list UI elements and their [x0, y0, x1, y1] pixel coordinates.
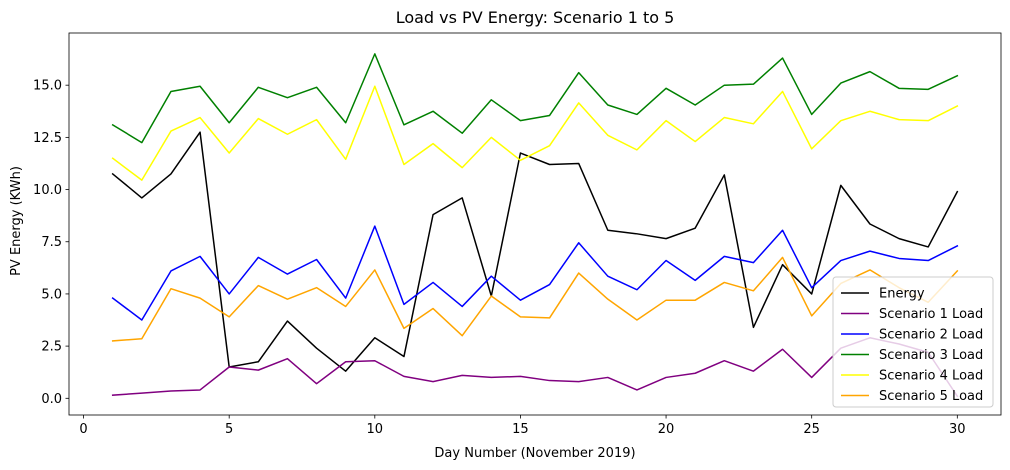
- axes: 0 5 10 15 20 25 30 0.0 2.5 5.0 7.5 10.0 12.5 15.0: [33, 32, 1002, 437]
- legend-label-2: Scenario 1 Load: [879, 307, 983, 322]
- plot-lines: [111, 53, 959, 398]
- y-tick-label: 5.0: [41, 287, 62, 302]
- series-line-5: [111, 85, 959, 181]
- legend-label-3: Scenario 2 Load: [879, 328, 983, 343]
- series-line-2: [111, 337, 959, 398]
- legend-box: [832, 276, 994, 408]
- chart-title: Load vs PV Energy: Scenario 1 to 5: [396, 8, 675, 27]
- plot-frame: [68, 32, 1002, 416]
- x-tick-label: 15: [512, 422, 529, 437]
- x-axis-label: Day Number (November 2019): [434, 446, 635, 461]
- x-tick-label: 30: [949, 422, 966, 437]
- series-line-3: [111, 225, 959, 321]
- series-line-1: [111, 131, 959, 372]
- x-tick-label: 10: [367, 422, 384, 437]
- legend-label-1: Energy: [879, 287, 925, 302]
- y-tick-label: 7.5: [41, 235, 62, 250]
- x-tick-label: 5: [225, 422, 233, 437]
- x-tick-label: 0: [79, 422, 87, 437]
- series-line-4: [111, 53, 959, 144]
- y-tick-label: 10.0: [33, 183, 62, 198]
- y-tick-label: 12.5: [33, 131, 62, 146]
- x-tick-label: 25: [803, 422, 820, 437]
- series-line-6: [111, 256, 959, 342]
- x-tick-label: 20: [658, 422, 675, 437]
- legend: Energy Scenario 1 Load Scenario 2 Load Scen…: [832, 276, 994, 408]
- legend-label-4: Scenario 3 Load: [879, 348, 983, 363]
- y-axis-label: PV Energy (KWh): [9, 166, 24, 276]
- legend-label-6: Scenario 5 Load: [879, 389, 983, 404]
- y-tick-label: 15.0: [33, 79, 62, 94]
- y-tick-label: 0.0: [41, 392, 62, 407]
- legend-label-5: Scenario 4 Load: [879, 369, 983, 384]
- y-tick-label: 2.5: [41, 340, 62, 355]
